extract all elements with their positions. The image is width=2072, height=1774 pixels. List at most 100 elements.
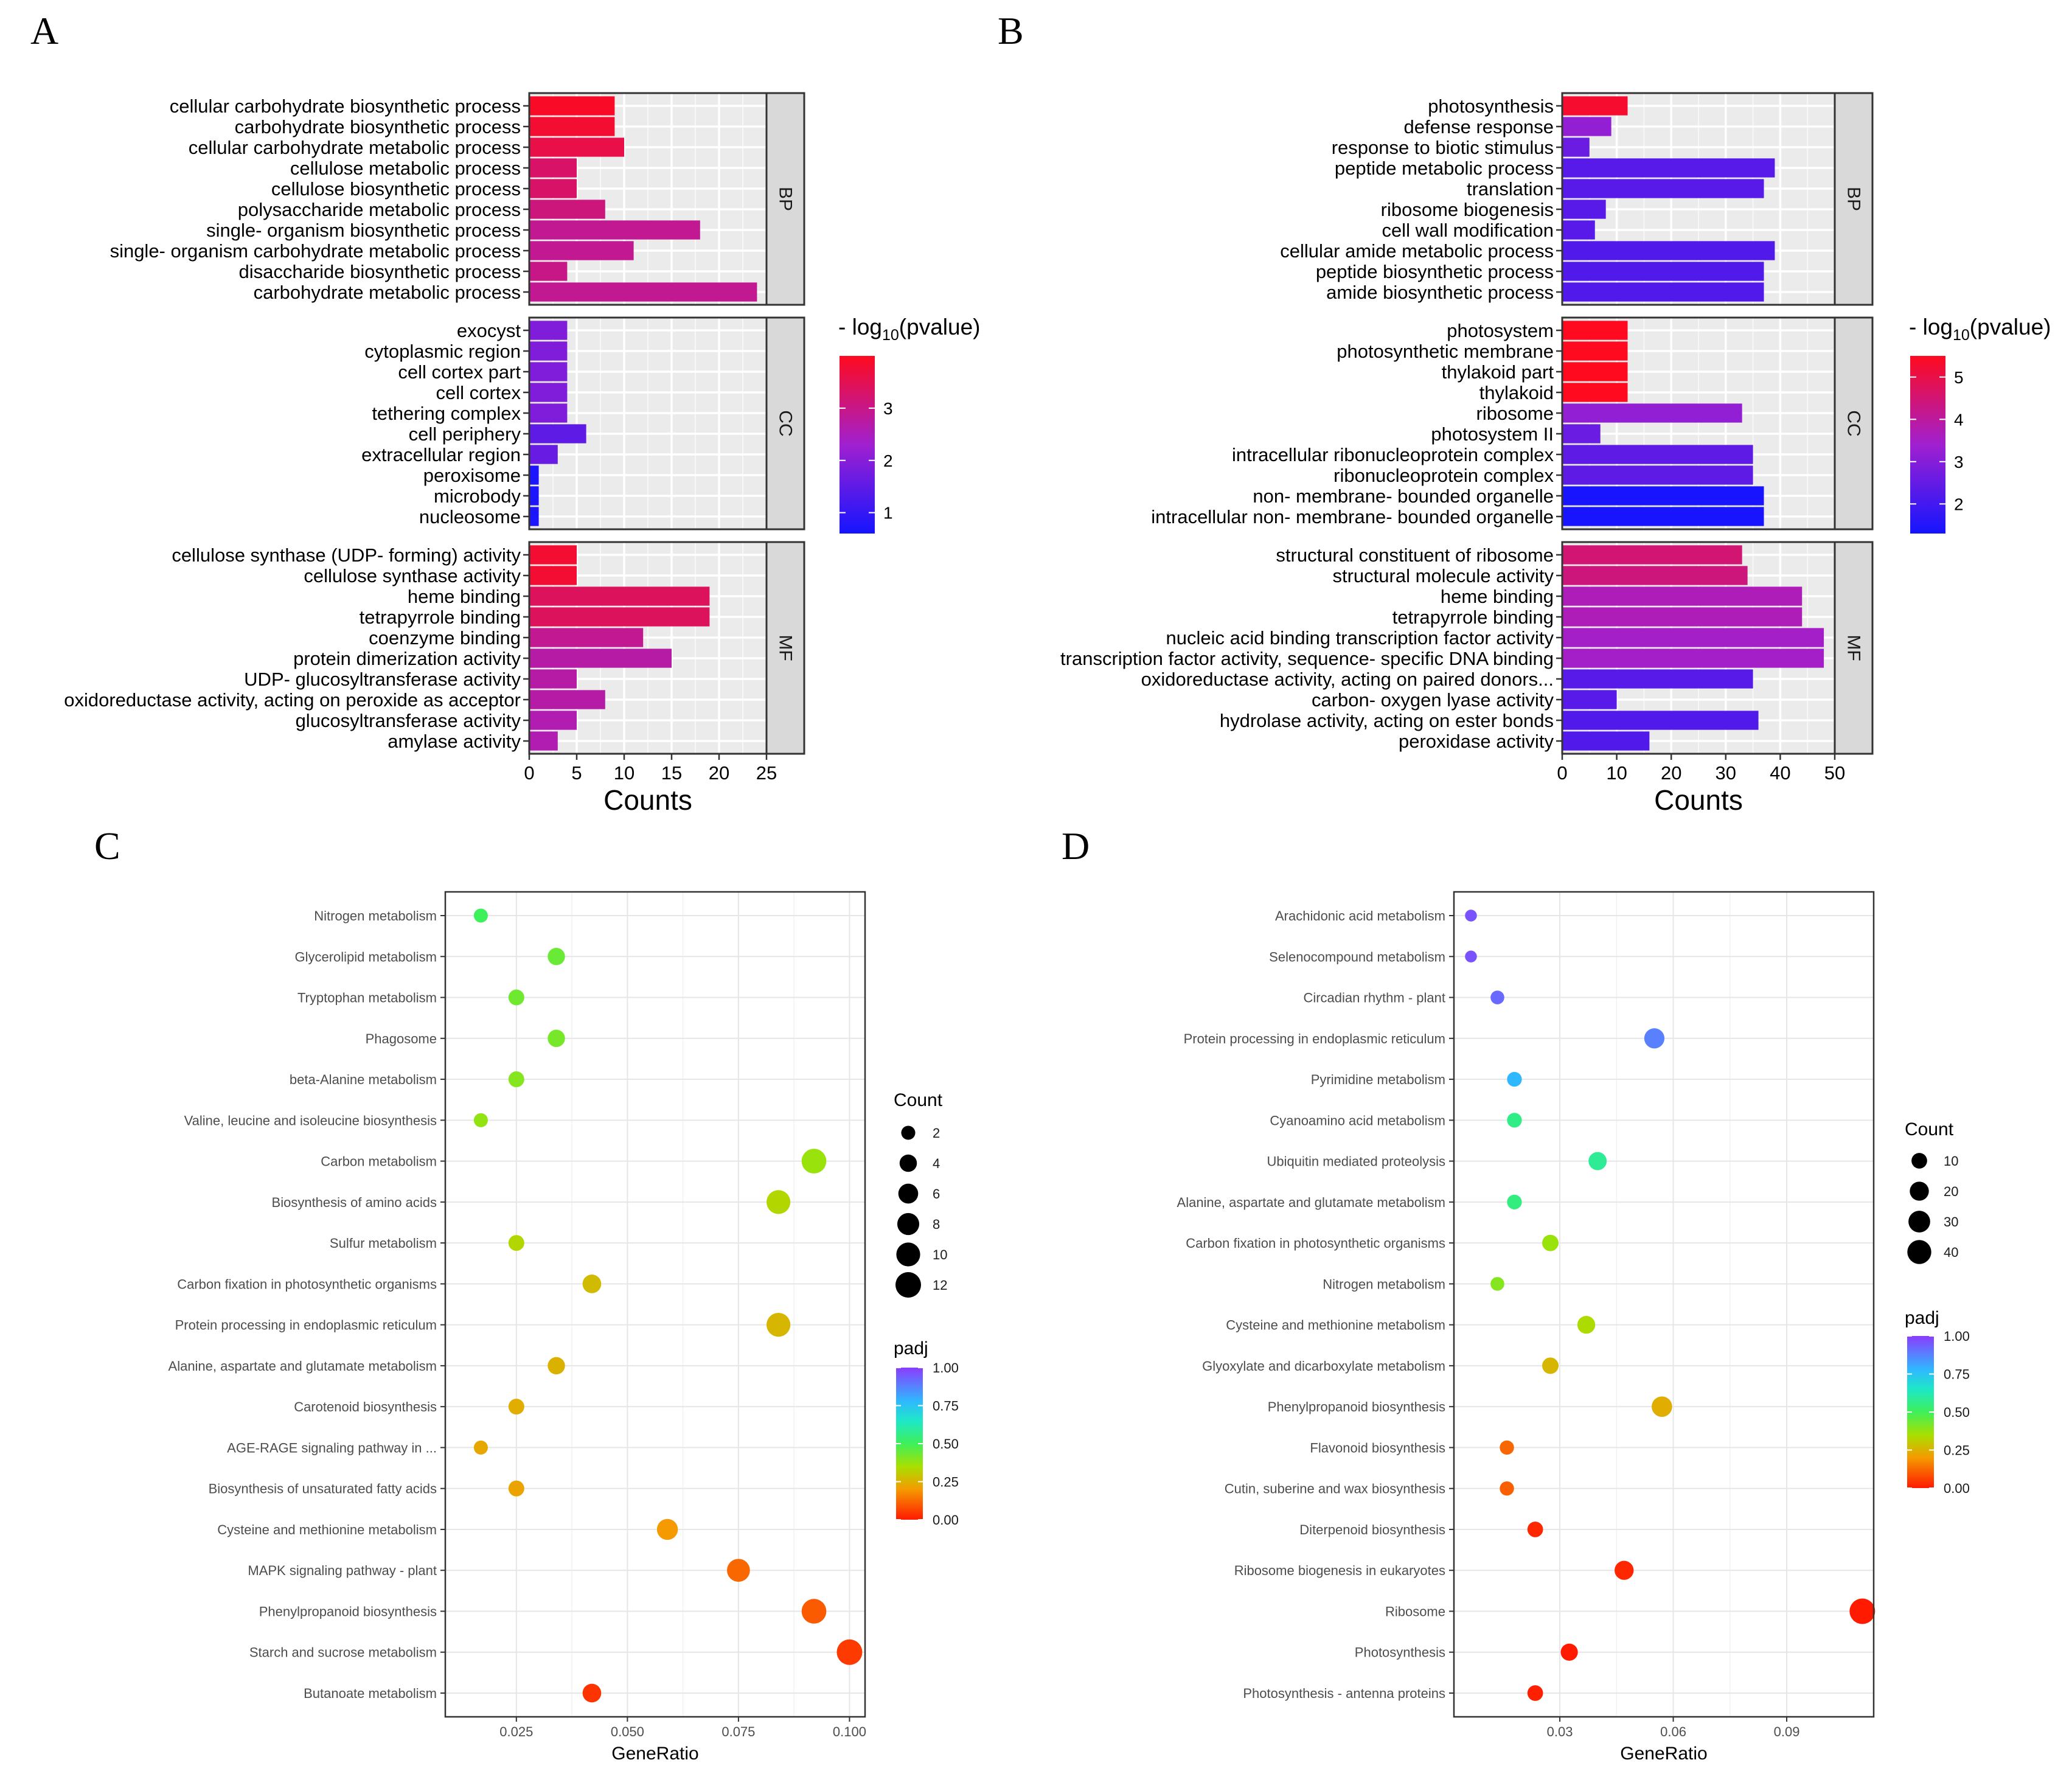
- legend-title-subscript: 10: [882, 327, 899, 344]
- facet-strip-label: CC: [1844, 410, 1864, 436]
- size-legend-title: Count: [1905, 1119, 1954, 1139]
- bar: [529, 403, 568, 423]
- pathway-label: Nitrogen metabolism: [314, 908, 437, 924]
- facet-strip: [1834, 541, 1874, 755]
- x-tick-label: 0.06: [1660, 1724, 1686, 1739]
- category-label: ribosome biogenesis: [1381, 199, 1554, 220]
- bar: [529, 424, 586, 444]
- bar: [1562, 731, 1650, 751]
- pathway-label: Ubiquitin mediated proteolysis: [1267, 1154, 1446, 1169]
- plot-border: [1453, 891, 1875, 1718]
- pathway-label: Cysteine and methionine metabolism: [1226, 1318, 1445, 1333]
- category-label: photosystem II: [1431, 423, 1554, 445]
- padj-tick-label: 0.00: [933, 1512, 959, 1528]
- size-legend-label: 40: [1944, 1245, 1958, 1260]
- bar: [1562, 200, 1606, 219]
- dot: [1500, 1440, 1514, 1455]
- dot: [1465, 950, 1477, 963]
- pathway-label: Sulfur metabolism: [330, 1236, 437, 1251]
- dot: [1652, 1396, 1672, 1417]
- size-legend-title: Count: [894, 1090, 943, 1110]
- size-legend-dot: [898, 1183, 919, 1204]
- x-tick-label: 0.050: [611, 1724, 644, 1739]
- category-label: structural constituent of ribosome: [1276, 544, 1554, 566]
- category-label: cellular carbohydrate biosynthetic proce…: [170, 96, 521, 117]
- legend-title-suffix: (pvalue): [1970, 315, 2051, 339]
- size-legend-dot: [1910, 1181, 1929, 1201]
- padj-tick-label: 0.00: [1944, 1481, 1970, 1496]
- size-legend-label: 10: [1944, 1153, 1958, 1169]
- legend-title: - log10(pvalue): [838, 315, 980, 344]
- pathway-label: Tryptophan metabolism: [297, 990, 437, 1006]
- category-label: photosynthesis: [1428, 96, 1554, 117]
- pathway-label: Carotenoid biosynthesis: [294, 1399, 437, 1414]
- category-label: carbohydrate metabolic process: [254, 282, 521, 303]
- bar: [529, 241, 634, 260]
- size-legend-label: 10: [933, 1247, 947, 1262]
- size-legend-label: 6: [933, 1186, 940, 1202]
- pathway-label: Phenylpropanoid biosynthesis: [259, 1604, 437, 1619]
- go-bar-chart-a: cellular carbohydrate biosynthetic proce…: [64, 92, 980, 816]
- dot: [548, 948, 565, 965]
- padj-legend-title: padj: [894, 1338, 928, 1358]
- category-label: polysaccharide metabolic process: [238, 199, 521, 220]
- pathway-label: Photosynthesis - antenna proteins: [1243, 1686, 1445, 1701]
- category-label: tetrapyrrole binding: [1392, 607, 1554, 628]
- category-label: cellular amide metabolic process: [1280, 240, 1554, 262]
- padj-tick-label: 1.00: [933, 1360, 959, 1376]
- size-legend-dot: [1908, 1211, 1930, 1233]
- pathway-label: Carbon metabolism: [321, 1154, 437, 1169]
- category-label: single- organism carbohydrate metabolic …: [110, 240, 521, 262]
- pathway-label: Diterpenoid biosynthesis: [1299, 1522, 1445, 1537]
- bar: [1562, 545, 1742, 565]
- category-label: heme binding: [1441, 586, 1554, 607]
- padj-tick-label: 0.75: [1944, 1367, 1970, 1382]
- x-tick-label: 10: [1606, 762, 1627, 784]
- pathway-label: Glycerolipid metabolism: [294, 949, 437, 964]
- category-label: oxidoreductase activity, acting on paire…: [1141, 669, 1554, 690]
- bar: [529, 117, 615, 136]
- bar: [529, 220, 700, 240]
- dot: [727, 1559, 750, 1582]
- dot: [1490, 990, 1504, 1004]
- bar: [1562, 669, 1753, 689]
- dot: [582, 1275, 602, 1293]
- dot: [1849, 1598, 1876, 1624]
- category-label: hydrolase activity, acting on ester bond…: [1220, 710, 1554, 731]
- bar: [529, 731, 558, 751]
- category-label: photosynthetic membrane: [1337, 341, 1554, 362]
- legend-title-suffix: (pvalue): [899, 315, 981, 339]
- pathway-label: Ribosome: [1385, 1604, 1445, 1619]
- dot: [508, 1235, 524, 1251]
- padj-tick-label: 1.00: [1944, 1329, 1970, 1344]
- panel-letter-a: A: [30, 9, 58, 52]
- plot-background: [445, 892, 865, 1717]
- dot: [656, 1518, 678, 1540]
- category-label: protein dimerization activity: [293, 648, 521, 669]
- dot: [1644, 1028, 1665, 1049]
- facet-strip-label: CC: [776, 410, 796, 436]
- pathway-label: Carbon fixation in photosynthetic organi…: [1186, 1236, 1445, 1251]
- facet-strip-label: MF: [1844, 635, 1864, 661]
- bar: [529, 586, 710, 606]
- legend-title-prefix: - log: [838, 315, 882, 339]
- bar: [529, 282, 757, 302]
- x-tick-label: 25: [756, 762, 777, 784]
- bar: [1562, 445, 1753, 464]
- size-legend-label: 30: [1944, 1214, 1958, 1230]
- dot: [1507, 1194, 1522, 1209]
- size-legend-dot: [895, 1272, 921, 1298]
- category-label: nucleosome: [419, 506, 521, 527]
- panel-letter-b: B: [998, 9, 1024, 52]
- pathway-label: beta-Alanine metabolism: [290, 1072, 437, 1087]
- bar: [1562, 179, 1764, 198]
- bar: [1562, 424, 1601, 444]
- legend-tick-label: 2: [1954, 495, 1964, 513]
- dot: [548, 1029, 565, 1048]
- dot: [1542, 1234, 1559, 1251]
- legend-tick-label: 1: [883, 504, 893, 523]
- facet-strip-label: MF: [776, 635, 796, 661]
- category-label: tethering complex: [372, 403, 521, 424]
- category-label: cellulose synthase (UDP- forming) activi…: [172, 544, 521, 566]
